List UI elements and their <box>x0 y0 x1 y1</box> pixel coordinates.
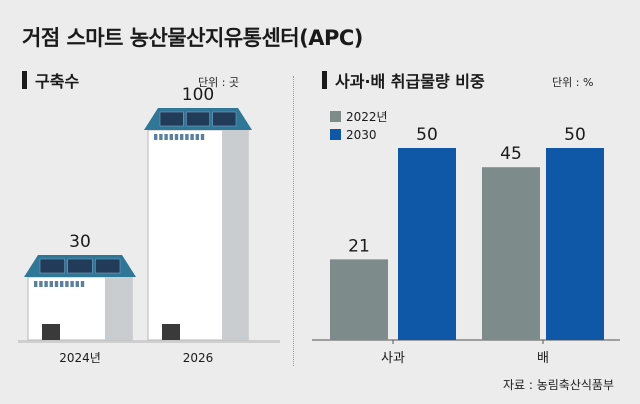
building-category-label: 2026 <box>183 351 214 365</box>
x-category-label: 배 <box>537 351 549 366</box>
right-section-title-text: 사과·배 취급물량 비중 <box>335 72 485 91</box>
left-section-title: 구축수 <box>22 68 79 92</box>
bar-value-label: 21 <box>348 236 370 256</box>
ground-line <box>18 340 280 343</box>
left-section-title-text: 구축수 <box>35 72 80 91</box>
building-window <box>75 281 79 287</box>
building-window <box>80 281 85 287</box>
bar-사과-2022년 <box>330 259 388 340</box>
bar-사과-2030 <box>398 148 456 340</box>
legend-label-2030: 2030 <box>346 128 377 142</box>
bar-value-label: 45 <box>500 144 522 164</box>
source-note: 자료 : 농림축산식품부 <box>502 378 614 392</box>
building-window <box>200 134 205 140</box>
solar-panel <box>67 258 93 274</box>
section-divider <box>293 76 294 366</box>
bar-value-label: 50 <box>416 125 438 145</box>
building-value-label: 100 <box>182 85 214 105</box>
building-side <box>222 130 248 340</box>
building-door <box>162 324 180 340</box>
right-section-title: 사과·배 취급물량 비중 <box>322 68 485 92</box>
solar-panel <box>186 111 210 127</box>
building-side <box>104 277 132 340</box>
building-0 <box>24 255 136 341</box>
building-window <box>34 281 38 287</box>
building-window <box>60 281 64 287</box>
building-1 <box>144 108 252 341</box>
building-door <box>42 324 60 340</box>
legend-swatch-2022년 <box>330 111 341 122</box>
building-window <box>39 281 43 287</box>
x-category-label: 사과 <box>381 351 405 366</box>
building-window <box>174 134 179 140</box>
legend-swatch-2030 <box>330 129 341 140</box>
title-bar-marker <box>22 71 27 89</box>
bar-배-2022년 <box>482 167 540 340</box>
bar-value-label: 50 <box>564 125 586 145</box>
title-bar-marker <box>322 71 327 89</box>
page-title: 거점 스마트 농산물산지유통센터(APC) <box>22 26 363 50</box>
building-window <box>169 134 173 140</box>
building-window <box>180 134 184 140</box>
solar-panel <box>212 111 237 127</box>
building-window <box>154 134 158 140</box>
building-window <box>164 134 168 140</box>
solar-panel <box>159 111 184 127</box>
building-window <box>44 281 48 287</box>
building-window <box>185 134 189 140</box>
left-unit: 단위 : 곳 <box>198 76 240 89</box>
building-window <box>195 134 199 140</box>
building-window <box>70 281 74 287</box>
bar-배-2030 <box>546 148 604 340</box>
solar-panel <box>39 258 65 274</box>
building-window <box>65 281 69 287</box>
building-window <box>54 281 59 287</box>
right-unit: 단위 : % <box>552 76 594 89</box>
legend-label-2022년: 2022년 <box>346 110 388 124</box>
building-window <box>49 281 53 287</box>
building-value-label: 30 <box>69 232 91 252</box>
building-window <box>190 134 194 140</box>
solar-panel <box>95 258 121 274</box>
building-category-label: 2024년 <box>59 351 101 365</box>
building-window <box>159 134 163 140</box>
